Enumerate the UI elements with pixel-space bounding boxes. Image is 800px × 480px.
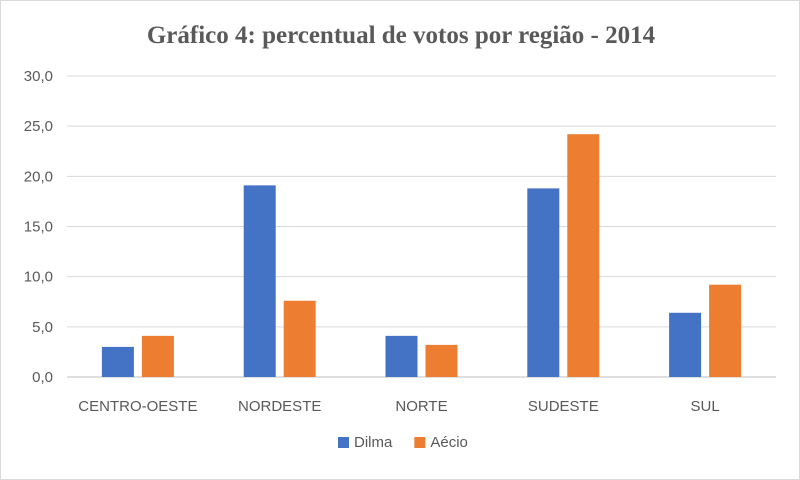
bar-a-cio-sul — [709, 284, 742, 377]
gridlines — [67, 75, 776, 378]
legend-label: Aécio — [430, 434, 468, 451]
y-tick-label: 15,0 — [24, 219, 53, 236]
legend-label: Dilma — [354, 434, 393, 451]
y-tick-label: 20,0 — [24, 168, 53, 185]
x-tick-label: CENTRO-OESTE — [78, 398, 197, 415]
legend-swatch — [338, 437, 349, 448]
y-tick-label: 25,0 — [24, 118, 53, 135]
bar-a-cio-nordeste — [283, 300, 316, 377]
x-tick-label: NORTE — [395, 398, 447, 415]
y-tick-label: 30,0 — [24, 68, 53, 85]
bar-dilma-nordeste — [243, 185, 276, 377]
bar-dilma-sudeste — [527, 188, 560, 377]
bar-dilma-norte — [385, 335, 418, 377]
chart-title: Gráfico 4: percentual de votos por regiã… — [147, 22, 656, 49]
bar-a-cio-norte — [425, 344, 458, 377]
x-axis-ticks: CENTRO-OESTE NORDESTE NORTE SUDESTE SUL — [78, 398, 719, 415]
legend-swatch — [414, 437, 426, 448]
bar-dilma-sul — [669, 312, 702, 377]
y-tick-label: 0,0 — [32, 369, 53, 386]
bars — [101, 134, 742, 377]
y-tick-label: 5,0 — [32, 319, 53, 336]
x-tick-label: SUDESTE — [528, 398, 599, 415]
bar-a-cio-centro-oeste — [141, 335, 174, 377]
x-tick-label: SUL — [691, 398, 720, 415]
y-tick-label: 10,0 — [24, 269, 53, 286]
bar-a-cio-sudeste — [567, 134, 600, 377]
y-axis-ticks: 0,0 5,0 10,0 15,0 20,0 25,0 30,0 — [24, 68, 53, 386]
bar-dilma-centro-oeste — [101, 346, 134, 377]
legend: Dilma Aécio — [338, 434, 468, 451]
x-tick-label: NORDESTE — [238, 398, 321, 415]
